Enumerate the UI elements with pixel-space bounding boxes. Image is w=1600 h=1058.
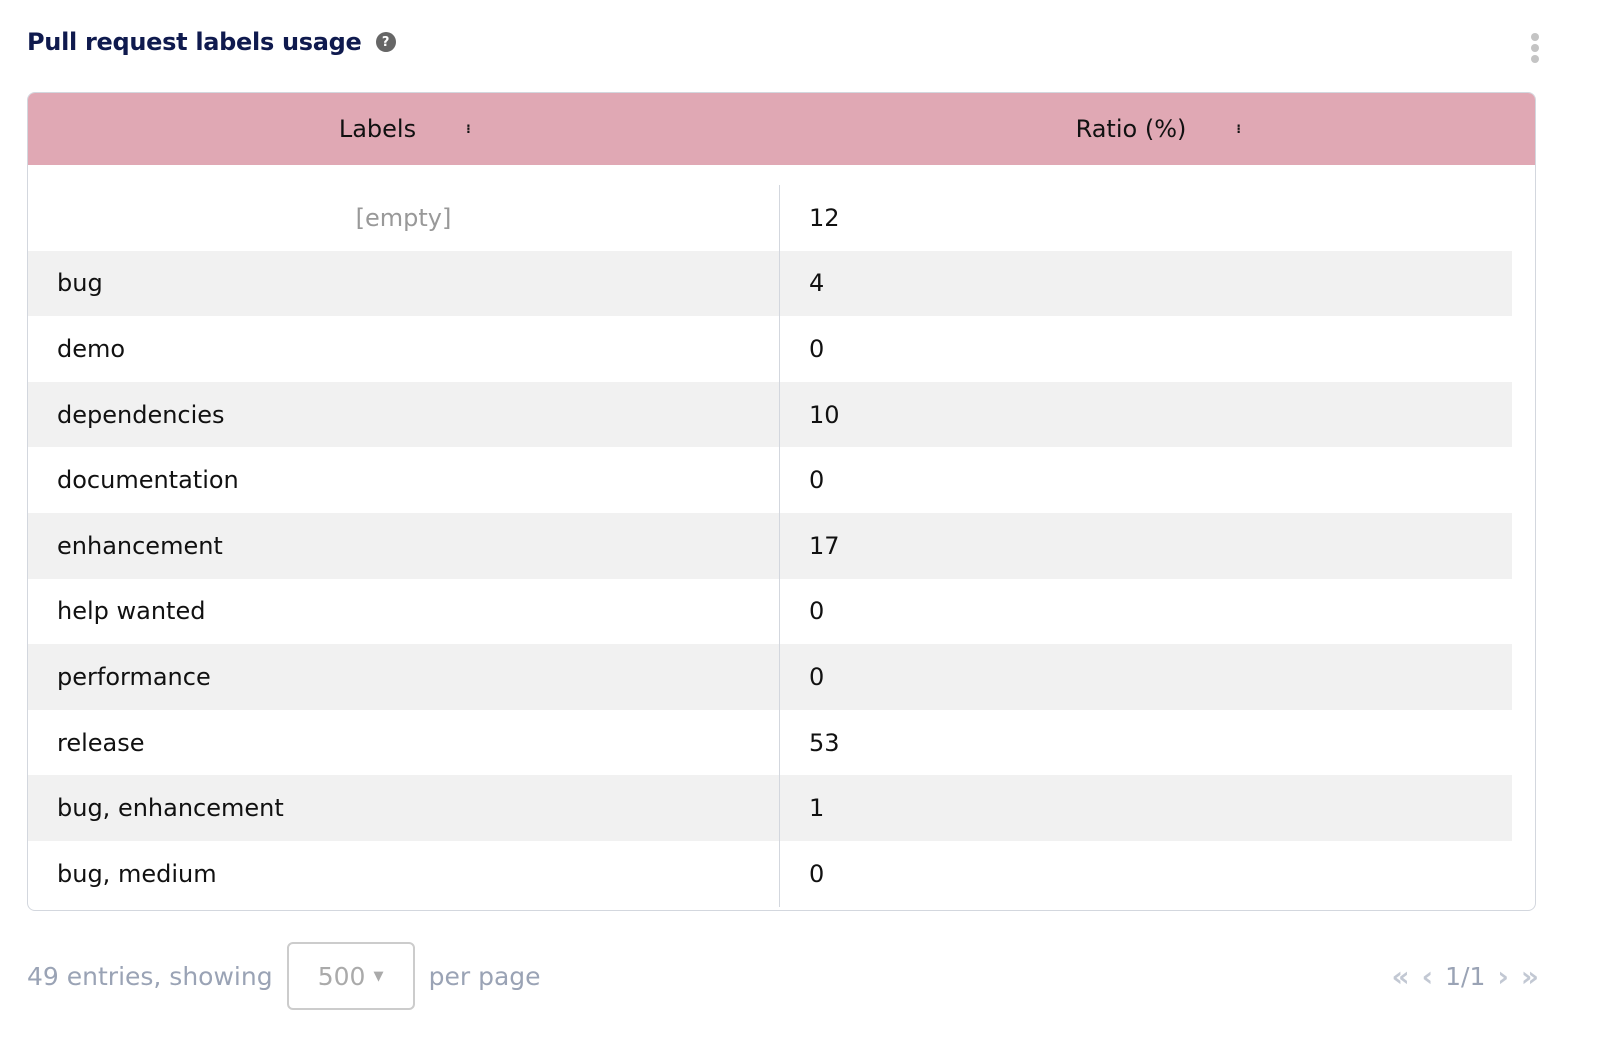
ratio-cell: 4 — [809, 269, 825, 298]
entries-count: 49 entries, showing — [27, 961, 273, 991]
labels-table: Labels ⁝ Ratio (%) ⁝ [empty] 12 bug 4 demo 0 d… — [27, 92, 1536, 911]
column-header-labels[interactable]: Labels ⁝ — [28, 93, 782, 165]
label-cell: bug, medium — [28, 840, 780, 907]
prev-page-button[interactable]: ‹ — [1421, 959, 1434, 993]
table-row: bug, medium 0 — [28, 840, 1512, 907]
per-page-label: per page — [428, 961, 541, 991]
table-row: documentation 0 — [28, 447, 1512, 513]
table-row: dependencies 10 — [28, 381, 1512, 448]
next-page-button[interactable]: › — [1497, 959, 1509, 993]
ratio-cell: 10 — [809, 400, 840, 429]
table-row: help wanted 0 — [28, 578, 1512, 645]
column-label: Ratio (%) — [1075, 115, 1187, 143]
ratio-cell: 0 — [809, 662, 825, 691]
table-row: bug, enhancement 1 — [28, 775, 1512, 841]
table-row: release 53 — [28, 709, 1512, 776]
label-cell: release — [28, 709, 780, 776]
widget-title: Pull request labels usage ? — [27, 28, 396, 56]
table-row: [empty] 12 — [28, 185, 1512, 251]
label-cell: documentation — [28, 447, 780, 513]
table-footer: 49 entries, showing 500 ▼ per page « ‹ 1… — [27, 942, 1539, 1010]
page-indicator: 1/1 — [1445, 961, 1486, 991]
label-cell: demo — [28, 316, 780, 382]
label-cell: enhancement — [28, 512, 780, 579]
ratio-cell: 53 — [809, 728, 840, 757]
ratio-cell: 1 — [809, 794, 825, 823]
sort-icon[interactable]: ⁝ — [466, 122, 471, 136]
table-header: Labels ⁝ Ratio (%) ⁝ — [28, 93, 1535, 165]
ratio-cell: 0 — [809, 334, 825, 363]
per-page-value: 500 — [317, 961, 366, 991]
label-cell: performance — [28, 644, 780, 710]
kebab-menu-icon[interactable] — [1531, 33, 1541, 63]
ratio-cell: 12 — [809, 203, 840, 232]
title-text: Pull request labels usage — [27, 28, 362, 56]
caret-down-icon: ▼ — [373, 968, 384, 984]
per-page-select[interactable]: 500 ▼ — [286, 942, 415, 1010]
question-circle-icon[interactable]: ? — [375, 32, 396, 52]
ratio-cell: 0 — [809, 597, 825, 626]
column-header-ratio[interactable]: Ratio (%) ⁝ — [782, 93, 1536, 165]
ratio-cell: 17 — [809, 531, 840, 560]
last-page-button[interactable]: » — [1520, 959, 1539, 993]
table-row: enhancement 17 — [28, 512, 1512, 579]
table-row: bug 4 — [28, 250, 1512, 317]
table-row: demo 0 — [28, 316, 1512, 382]
sort-icon[interactable]: ⁝ — [1236, 122, 1241, 136]
table-row: performance 0 — [28, 644, 1512, 710]
ratio-cell: 0 — [809, 466, 825, 495]
label-cell: bug, enhancement — [28, 775, 780, 841]
column-label: Labels — [338, 115, 417, 143]
ratio-cell: 0 — [809, 859, 825, 888]
label-cell: [empty] — [28, 185, 780, 251]
label-cell: help wanted — [28, 578, 780, 645]
table-body: [empty] 12 bug 4 demo 0 dependencies 10 document… — [28, 185, 1512, 907]
label-cell: bug — [28, 250, 780, 317]
pagination: « ‹ 1/1 › » — [1391, 960, 1539, 993]
label-cell: dependencies — [28, 381, 780, 448]
first-page-button[interactable]: « — [1391, 959, 1410, 993]
